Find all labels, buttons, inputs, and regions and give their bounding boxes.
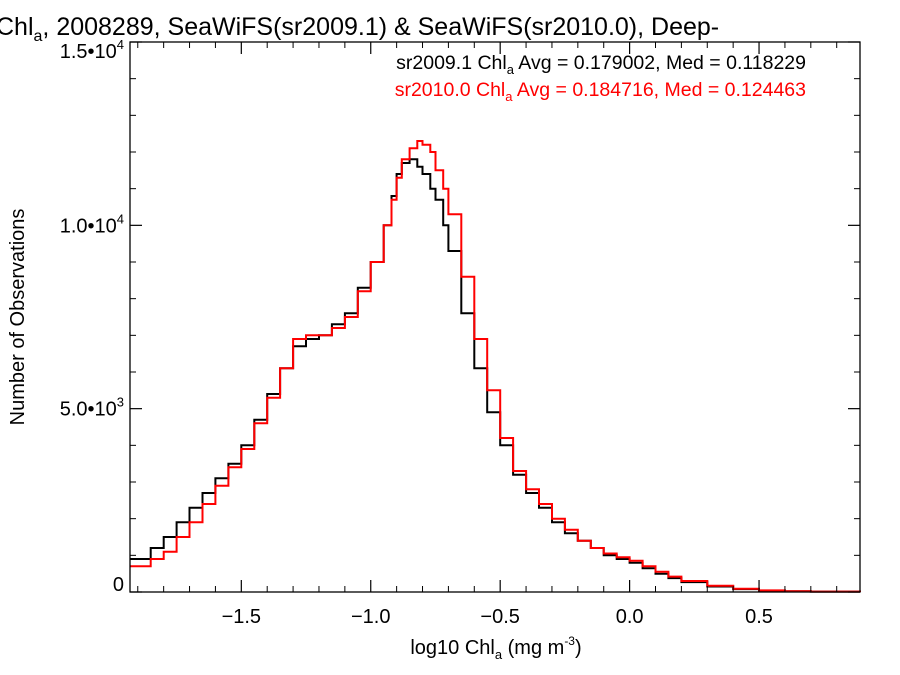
y-tick-label: 5.0•103 (60, 395, 124, 421)
x-axis-label-middle: (mg m (502, 637, 564, 659)
chart-title-prefix: Chl (0, 13, 34, 41)
legend-black-suffix: Avg = 0.179002, Med = 0.118229 (514, 52, 806, 74)
x-axis-label: log10 Chla (mg m-3) (410, 634, 581, 662)
plot-frame (129, 41, 861, 593)
y-tick-label: 0 (113, 574, 124, 596)
legend-red-prefix: sr2010.0 Chl (395, 79, 506, 101)
series-line-sr2010.0 (130, 140, 861, 593)
legend-black-prefix: sr2009.1 Chl (396, 52, 507, 74)
legend-entry-red: sr2010.0 Chla Avg = 0.184716, Med = 0.12… (395, 79, 806, 104)
x-tick-labels: −1.5 −1.0 −0.5 0.0 0.5 (222, 606, 773, 628)
chart-title: Chla, 2008289, SeaWiFS(sr2009.1) & SeaWi… (0, 13, 719, 45)
x-tick-label: 0.0 (616, 606, 644, 628)
x-axis-label-suffix: ) (575, 637, 582, 659)
series-layer (130, 140, 861, 593)
x-tick-label: −0.5 (480, 606, 519, 628)
x-axis-label-prefix: log10 Chl (410, 637, 495, 659)
y-tick-label: 1.0•104 (60, 211, 124, 237)
x-tick-label: −1.5 (222, 606, 261, 628)
series-line-sr2009.1 (130, 158, 861, 593)
y-tick-labels: 0 5.0•103 1.0•104 1.5•104 (60, 37, 124, 596)
chart-title-subscript: a (34, 28, 43, 45)
legend-entry-black: sr2009.1 Chla Avg = 0.179002, Med = 0.11… (396, 52, 806, 77)
x-tick-label: −1.0 (351, 606, 390, 628)
y-tick-label: 1.5•104 (60, 37, 124, 63)
y-axis-label: Number of Observations (7, 209, 29, 426)
legend-black-subscript: a (507, 62, 515, 77)
x-axis-label-subscript: a (495, 647, 503, 662)
chart-title-suffix: , 2008289, SeaWiFS(sr2009.1) & SeaWiFS(s… (42, 13, 719, 41)
x-axis-label-superscript: -3 (564, 634, 575, 648)
tick-layer (130, 41, 860, 593)
legend-red-subscript: a (505, 89, 513, 104)
x-tick-label: 0.5 (745, 606, 773, 628)
legend-red-suffix: Avg = 0.184716, Med = 0.124463 (513, 79, 806, 101)
